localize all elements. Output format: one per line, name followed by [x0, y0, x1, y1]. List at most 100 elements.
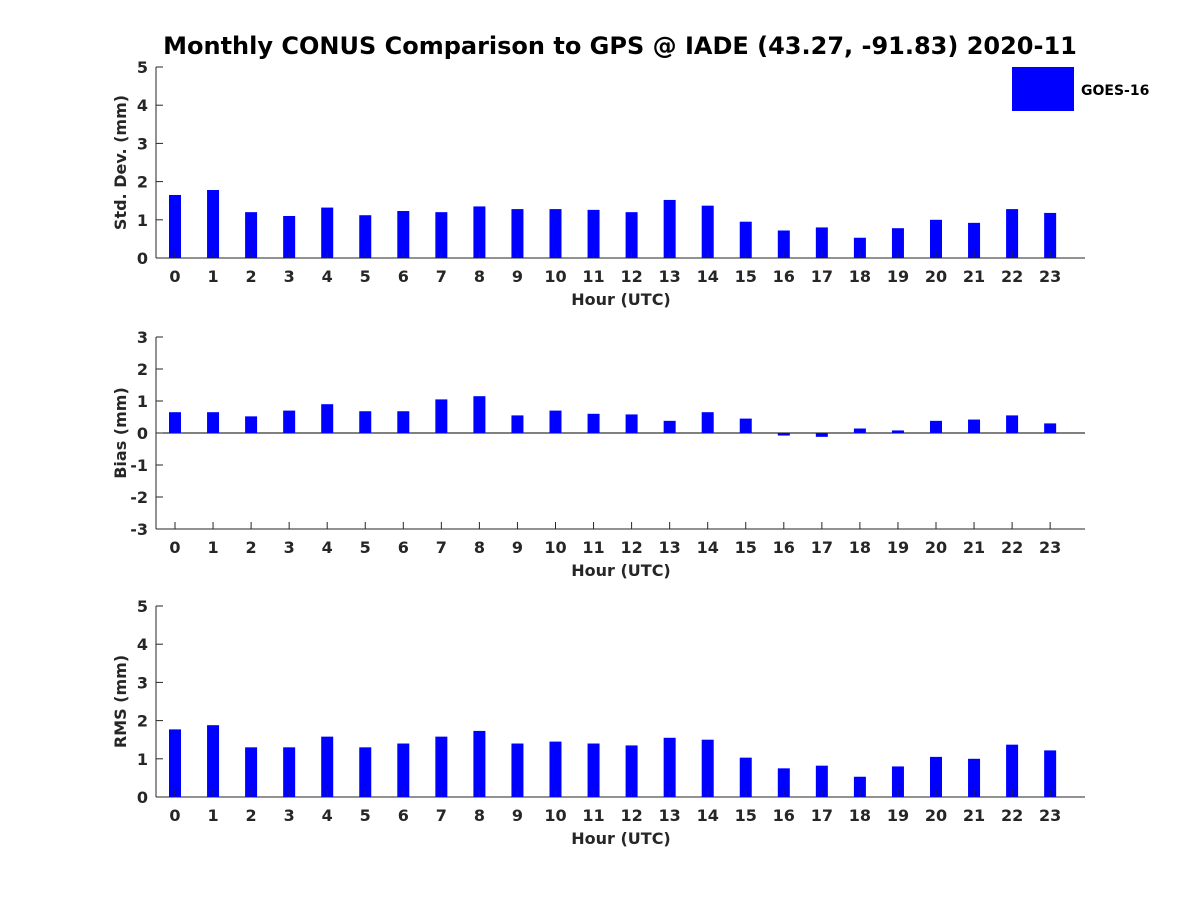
bar: [891, 430, 904, 433]
bar: [169, 412, 181, 433]
bar: [359, 747, 372, 797]
bar: [1044, 750, 1057, 797]
x-tick-label: 1: [207, 806, 218, 825]
x-axis-label: Hour (UTC): [571, 561, 671, 580]
bar: [625, 414, 638, 433]
x-tick-label: 19: [887, 806, 909, 825]
x-tick-label: 11: [582, 806, 604, 825]
bar: [739, 418, 752, 433]
x-tick-label: 10: [544, 538, 566, 557]
x-tick-label: 21: [963, 806, 985, 825]
bar: [321, 404, 334, 433]
x-tick-label: 16: [773, 806, 795, 825]
bar: [853, 428, 866, 433]
bar: [625, 745, 638, 797]
x-tick-label: 17: [811, 806, 833, 825]
x-tick-label: 3: [284, 538, 295, 557]
y-tick-label: 3: [137, 134, 148, 153]
bar: [930, 420, 942, 433]
bar: [815, 227, 828, 258]
bar: [891, 228, 904, 258]
bar: [435, 212, 448, 258]
bar: [169, 729, 181, 797]
bar: [587, 743, 600, 797]
y-tick-label: 3: [137, 328, 148, 347]
x-tick-label: 9: [512, 267, 523, 286]
y-tick-label: -3: [130, 520, 148, 539]
x-tick-label: 15: [735, 267, 757, 286]
bar: [930, 756, 942, 797]
y-tick-label: 0: [137, 788, 148, 807]
x-tick-label: 3: [284, 806, 295, 825]
bar: [663, 199, 676, 258]
bar: [473, 730, 486, 797]
x-tick-label: 3: [284, 267, 295, 286]
x-tick-label: 5: [360, 538, 371, 557]
x-tick-label: 20: [925, 538, 947, 557]
bar: [397, 743, 410, 797]
bar: [587, 413, 600, 433]
x-tick-label: 8: [474, 267, 485, 286]
bar: [473, 206, 486, 258]
x-tick-label: 2: [246, 538, 257, 557]
x-tick-label: 10: [544, 806, 566, 825]
bar: [1006, 744, 1019, 797]
bar: [587, 209, 600, 258]
x-tick-label: 20: [925, 806, 947, 825]
x-tick-label: 14: [697, 538, 719, 557]
x-tick-label: 21: [963, 267, 985, 286]
bar: [777, 768, 790, 797]
x-tick-label: 12: [620, 267, 642, 286]
bar: [777, 433, 790, 436]
x-tick-label: 18: [849, 806, 871, 825]
bar: [549, 209, 562, 258]
bar: [511, 415, 524, 433]
bar: [245, 416, 258, 433]
bar: [701, 412, 714, 433]
bar: [207, 725, 220, 797]
x-tick-label: 23: [1039, 538, 1061, 557]
bar: [853, 776, 866, 797]
bar: [625, 212, 638, 258]
y-axis-label: RMS (mm): [111, 655, 130, 748]
bar: [1006, 209, 1019, 258]
bar: [549, 741, 562, 797]
x-tick-label: 11: [582, 538, 604, 557]
y-tick-label: 4: [137, 96, 148, 115]
bar: [663, 737, 676, 797]
x-tick-label: 14: [697, 806, 719, 825]
x-tick-label: 12: [620, 806, 642, 825]
bar: [815, 433, 828, 437]
x-tick-label: 21: [963, 538, 985, 557]
bar: [549, 410, 562, 433]
x-tick-label: 14: [697, 267, 719, 286]
y-tick-label: 1: [137, 392, 148, 411]
bar: [815, 765, 828, 797]
x-tick-label: 13: [659, 806, 681, 825]
bar: [473, 396, 486, 433]
x-tick-label: 7: [436, 806, 447, 825]
x-tick-label: 22: [1001, 806, 1023, 825]
bar: [739, 221, 752, 258]
x-tick-label: 7: [436, 267, 447, 286]
bar: [663, 420, 676, 433]
chart-title: Monthly CONUS Comparison to GPS @ IADE (…: [163, 32, 1077, 60]
bar: [397, 411, 410, 433]
x-tick-label: 17: [811, 267, 833, 286]
bar: [968, 758, 981, 797]
bar: [968, 419, 981, 433]
x-tick-label: 15: [735, 806, 757, 825]
x-tick-label: 4: [322, 538, 333, 557]
y-tick-label: 0: [137, 249, 148, 268]
x-tick-label: 13: [659, 267, 681, 286]
legend: GOES-16: [1012, 67, 1149, 111]
y-tick-label: 2: [137, 712, 148, 731]
x-tick-label: 6: [398, 806, 409, 825]
y-tick-label: 1: [137, 750, 148, 769]
x-tick-label: 1: [207, 267, 218, 286]
x-tick-label: 23: [1039, 267, 1061, 286]
x-tick-label: 6: [398, 267, 409, 286]
x-tick-label: 8: [474, 806, 485, 825]
